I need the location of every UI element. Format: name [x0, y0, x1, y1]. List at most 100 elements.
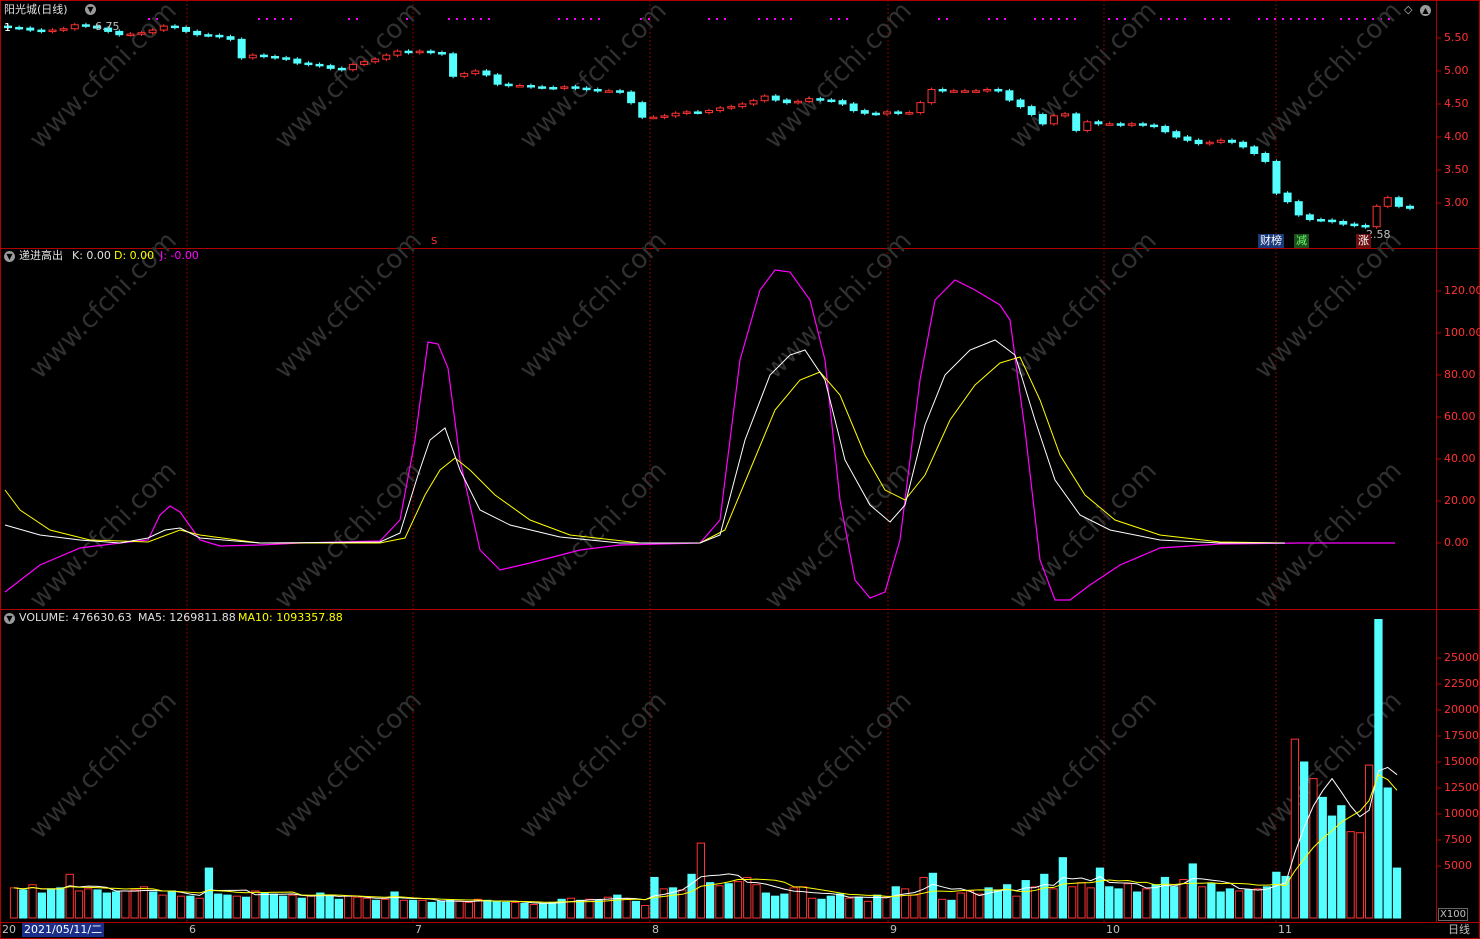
signal-dot — [1212, 18, 1214, 20]
watermark-text: www.cfchi.com — [1004, 686, 1163, 845]
volume-bar — [687, 873, 696, 919]
volume-bar — [279, 895, 288, 919]
candle — [1061, 113, 1070, 117]
signal-dot — [838, 18, 840, 20]
candle — [348, 63, 357, 71]
volume-axis — [1436, 657, 1441, 867]
watermark-text: www.cfchi.com — [24, 456, 183, 615]
candle — [282, 57, 291, 60]
candle — [393, 50, 402, 56]
stock-period: (日线) — [37, 3, 68, 16]
volume-bar — [1281, 875, 1290, 919]
volume-bar — [1030, 886, 1040, 919]
signal-dot — [1274, 18, 1276, 20]
candle — [1183, 136, 1192, 141]
candle — [159, 25, 168, 31]
sell-marker: S — [431, 236, 438, 247]
candle — [1116, 123, 1125, 126]
volume-bar — [631, 900, 641, 919]
volume-bar — [111, 891, 121, 919]
candle — [760, 95, 769, 102]
candle — [927, 88, 936, 104]
month-label-6: 6 — [189, 923, 196, 936]
volume-bar — [1262, 886, 1272, 919]
diamond-icon[interactable]: ◇ — [1404, 3, 1413, 16]
month-label-11: 11 — [1278, 923, 1292, 936]
volume-bar — [418, 899, 427, 919]
volume-bar — [65, 873, 74, 919]
indicator-tick: 60.00 — [1444, 410, 1476, 423]
volume-bar — [706, 882, 715, 919]
volume-bar — [1253, 888, 1262, 919]
candle — [1016, 99, 1025, 108]
signal-dot — [1108, 18, 1110, 20]
signal-dot — [846, 18, 848, 20]
month-label-9: 9 — [890, 923, 897, 936]
volume-bar — [241, 896, 251, 919]
period-tab[interactable]: 日线 — [1448, 923, 1470, 936]
candle — [871, 112, 880, 116]
volume-bar — [900, 888, 910, 919]
signal-dot — [282, 18, 284, 20]
badge-rise[interactable]: 涨 — [1356, 234, 1371, 248]
candlestick-series — [4, 22, 1414, 229]
badge-finance[interactable]: 财榜 — [1258, 234, 1284, 248]
volume-bar — [1160, 876, 1170, 919]
month-label-10: 10 — [1106, 923, 1120, 936]
indicator-axis — [1436, 290, 1441, 544]
signal-dot — [274, 18, 276, 20]
candle — [905, 112, 914, 115]
volume-bar — [214, 893, 223, 919]
price-tick: 5.50 — [1444, 31, 1469, 44]
volume-bar — [473, 898, 483, 919]
watermark-text: www.cfchi.com — [514, 226, 673, 385]
candle — [1383, 197, 1392, 207]
volume-bar — [873, 894, 882, 919]
candle — [1150, 124, 1159, 128]
indicator-tick: 100.00 — [1444, 326, 1480, 339]
month-gridlines — [186, 0, 1277, 922]
j-value: J: -0.00 — [160, 249, 199, 262]
signal-dot — [1124, 18, 1126, 20]
signal-dot — [656, 18, 658, 20]
signal-dot — [566, 18, 568, 20]
candle — [1316, 219, 1325, 222]
volume-bar — [622, 898, 631, 919]
candle — [59, 28, 68, 31]
watermark-text: www.cfchi.com — [514, 0, 673, 155]
volume-bar — [1327, 815, 1337, 919]
volume-bar — [1049, 888, 1058, 919]
volume-bar — [1318, 796, 1327, 919]
signal-dot — [258, 18, 260, 20]
candle — [727, 106, 736, 109]
candle — [15, 26, 24, 30]
chevron-down-icon[interactable]: ▼ — [85, 4, 96, 15]
volume-bar — [1058, 857, 1067, 919]
volume-bar — [715, 885, 724, 919]
candle — [1350, 223, 1359, 227]
signal-dot — [1348, 18, 1350, 20]
candle — [1049, 115, 1058, 125]
volume-menu-icon[interactable]: ▼ — [4, 613, 15, 624]
signal-dot — [590, 18, 592, 20]
ma5-line — [13, 766, 1398, 904]
watermark-text: www.cfchi.com — [514, 456, 673, 615]
signal-dot — [398, 18, 400, 20]
candle — [26, 27, 35, 31]
volume-bar — [260, 892, 269, 919]
watermark-text: www.cfchi.com — [269, 0, 428, 155]
volume-bar — [1235, 890, 1244, 919]
volume-bar — [186, 895, 195, 919]
volume-bar — [1179, 879, 1188, 919]
badge-reduce[interactable]: 减 — [1294, 234, 1309, 248]
candle — [93, 25, 102, 29]
volume-bar — [511, 901, 520, 919]
volume-bar — [195, 897, 204, 919]
volume-tick: 7500 — [1444, 833, 1472, 846]
indicator-menu-icon[interactable]: ▼ — [4, 251, 15, 262]
volume-bar — [158, 894, 167, 919]
collapse-icon[interactable]: ▲ — [1420, 5, 1431, 16]
volume-bar — [733, 881, 743, 919]
volume-bar — [149, 891, 158, 919]
